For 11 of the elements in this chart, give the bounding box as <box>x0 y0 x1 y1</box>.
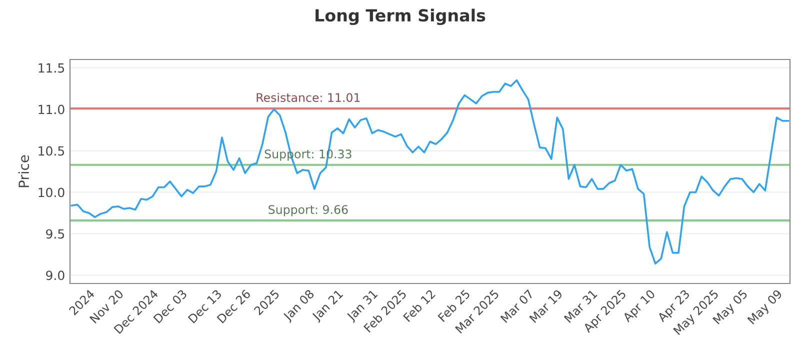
y-tick-label: 9.5 <box>46 229 64 239</box>
ref-line-label: Support: 9.66 <box>268 205 348 216</box>
y-tick-label: 11.5 <box>38 63 64 73</box>
y-tick-label: 10.0 <box>38 188 64 198</box>
line-series <box>70 79 790 264</box>
y-tick-label: 9.0 <box>46 270 64 280</box>
y-axis-title: Price <box>18 155 30 188</box>
y-tick-label: 11.0 <box>38 104 64 114</box>
y-tick-label: 10.5 <box>38 146 64 156</box>
chart-title: Long Term Signals <box>316 8 486 26</box>
ref-line-label: Resistance: 11.01 <box>256 92 360 102</box>
